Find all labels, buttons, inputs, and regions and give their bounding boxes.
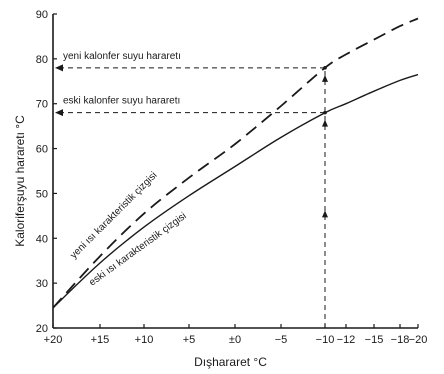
- x-tick-label: +5: [183, 334, 196, 346]
- x-tick-label: +10: [135, 334, 154, 346]
- new-curve-line: [52, 17, 419, 309]
- x-tick-label: −18: [391, 334, 410, 346]
- x-tick-label: −10: [316, 334, 335, 346]
- y-tick-label: 70: [36, 99, 48, 111]
- y-tick-label: 50: [36, 188, 48, 200]
- y-tick-label: 40: [36, 233, 48, 245]
- x-tick-label: +20: [44, 334, 63, 346]
- guide-lines: [55, 64, 328, 328]
- y-tick-label: 60: [36, 144, 48, 156]
- arrow-left-icon: [55, 64, 63, 72]
- y-axis-title: Kaloriferşuyu hararetı °C: [13, 115, 27, 247]
- x-tick-label: −20: [409, 334, 428, 346]
- arrow-up-icon: [321, 210, 328, 218]
- x-axis: +20 +15 +10 +5 ±0 −5 −10 −12 −15 −18 −20: [44, 324, 428, 346]
- yeni-kalorifer-suyu-harareti-label: yeni kalonfer suyu hararetı: [63, 51, 181, 62]
- y-tick-label: 20: [36, 323, 48, 335]
- y-tick-label: 30: [36, 278, 48, 290]
- x-tick-label: −5: [275, 334, 288, 346]
- axis-titles: Dışhararet °C Kaloriferşuyu hararetı °C: [13, 115, 267, 369]
- arrow-left-icon: [55, 109, 63, 117]
- arrow-up-icon: [321, 119, 328, 127]
- old-curve-line: [52, 73, 419, 309]
- x-tick-label: −12: [337, 334, 356, 346]
- x-tick-label: +15: [91, 334, 110, 346]
- y-tick-label: 90: [36, 9, 48, 21]
- arrow-up-icon: [321, 74, 328, 82]
- series-lines: [52, 17, 419, 309]
- x-tick-label: ±0: [229, 334, 241, 346]
- annotations: yeni kalonfer suyu hararetı eski kalonfer…: [63, 51, 181, 107]
- x-tick-label: −15: [365, 334, 384, 346]
- eski-kalorifer-suyu-harareti-label: eski kalonfer suyu hararetı: [63, 96, 180, 107]
- x-axis-title: Dışhararet °C: [194, 355, 267, 369]
- y-axis: 20 30 40 50 60 70 80 90: [36, 9, 57, 335]
- y-tick-label: 80: [36, 54, 48, 66]
